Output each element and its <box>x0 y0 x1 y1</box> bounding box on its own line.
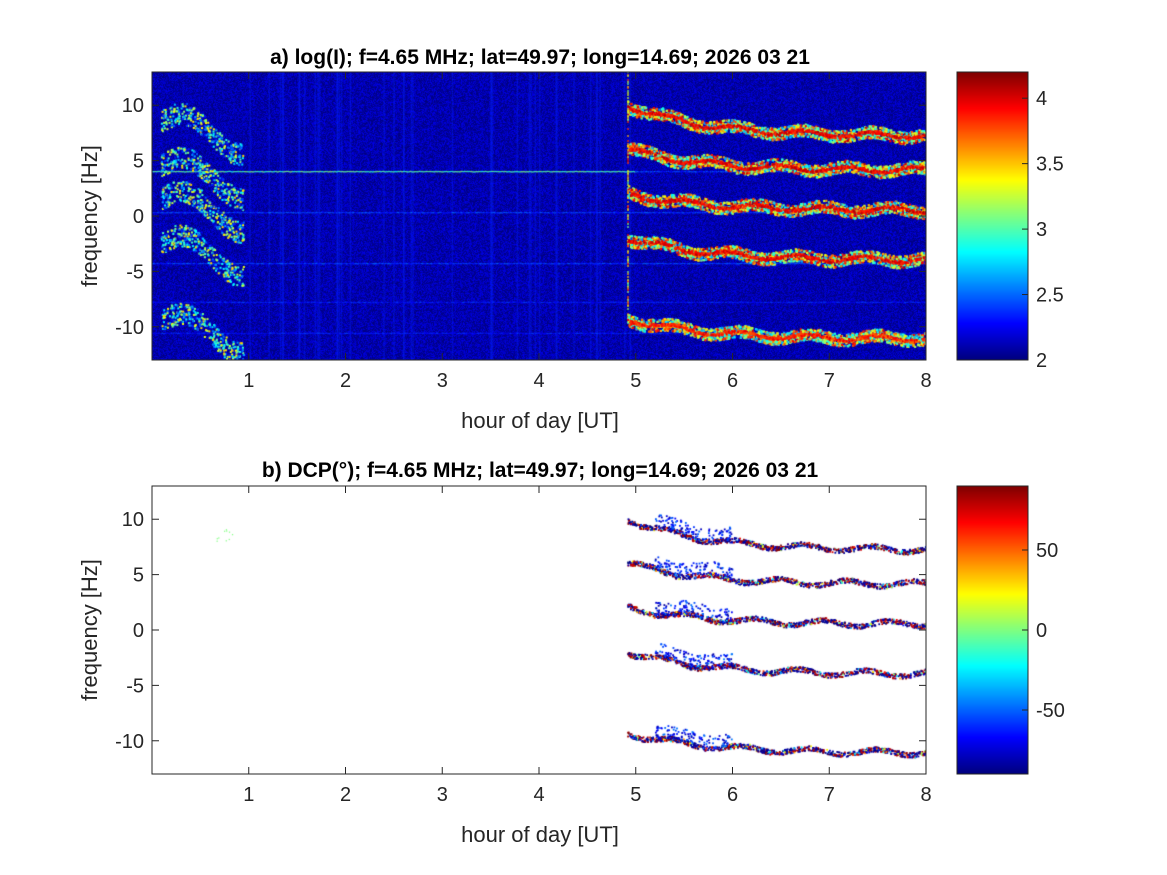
x-tick-label: 4 <box>533 784 544 806</box>
y-tick-label: 0 <box>133 620 144 642</box>
x-tick-label: 8 <box>920 370 931 392</box>
x-tick-label: 2 <box>340 784 351 806</box>
y-tick-label: 10 <box>122 509 144 531</box>
x-tick-label: 1 <box>243 784 254 806</box>
colorbar-tick-label: 2.5 <box>1036 285 1064 307</box>
y-tick-label: 0 <box>133 206 144 228</box>
y-tick-label: -10 <box>115 731 144 753</box>
panel-a: a) log(I); f=4.65 MHz; lat=49.97; long=1… <box>77 46 1064 433</box>
panel-b-dcp-map <box>152 486 926 774</box>
y-tick-label: -10 <box>115 317 144 339</box>
x-tick-label: 2 <box>340 370 351 392</box>
y-tick-label: 5 <box>133 151 144 173</box>
y-tick-label: 10 <box>122 95 144 117</box>
colorbar-tick-label: 4 <box>1036 88 1047 110</box>
panel-b-ylabel: frequency [Hz] <box>77 559 102 701</box>
colorbar-tick-label: 3 <box>1036 219 1047 241</box>
panel-a-title: a) log(I); f=4.65 MHz; lat=49.97; long=1… <box>270 46 810 69</box>
x-tick-label: 3 <box>437 370 448 392</box>
y-tick-label: -5 <box>126 675 144 697</box>
panel-b-title: b) DCP(°); f=4.65 MHz; lat=49.97; long=1… <box>262 459 819 482</box>
panel-b-colorbar-ticks: -50 0 50 <box>1022 540 1065 722</box>
x-tick-label: 3 <box>437 784 448 806</box>
x-tick-label: 6 <box>727 784 738 806</box>
panel-a-ticks: 1 2 3 4 5 6 7 8 -10 -5 0 5 10 <box>115 72 932 392</box>
colorbar-tick-label: -50 <box>1036 700 1065 722</box>
colorbar-tick-label: 2 <box>1036 350 1047 372</box>
panel-a-xlabel: hour of day [UT] <box>461 408 619 433</box>
x-tick-label: 7 <box>824 370 835 392</box>
panel-b: b) DCP(°); f=4.65 MHz; lat=49.97; long=1… <box>77 459 1065 847</box>
colorbar-tick-label: 0 <box>1036 620 1047 642</box>
y-tick-label: -5 <box>126 261 144 283</box>
x-tick-label: 5 <box>630 784 641 806</box>
panel-b-ticks: 1 2 3 4 5 6 7 8 -10 -5 0 5 10 <box>115 486 932 806</box>
panel-b-xlabel: hour of day [UT] <box>461 822 619 847</box>
panel-a-spectrogram <box>152 72 926 360</box>
colorbar-tick-label: 50 <box>1036 540 1058 562</box>
panel-b-colorbar <box>957 486 1028 774</box>
panel-a-ylabel: frequency [Hz] <box>77 145 102 287</box>
x-tick-label: 8 <box>920 784 931 806</box>
y-tick-label: 5 <box>133 565 144 587</box>
panel-a-colorbar-ticks: 2 2.5 3 3.5 4 <box>1022 88 1064 372</box>
x-tick-label: 7 <box>824 784 835 806</box>
x-tick-label: 1 <box>243 370 254 392</box>
colorbar-tick-label: 3.5 <box>1036 154 1064 176</box>
x-tick-label: 5 <box>630 370 641 392</box>
panel-a-colorbar <box>957 72 1028 360</box>
panel-a-colorbar-box <box>956 71 1029 361</box>
x-tick-label: 4 <box>533 370 544 392</box>
x-tick-label: 6 <box>727 370 738 392</box>
